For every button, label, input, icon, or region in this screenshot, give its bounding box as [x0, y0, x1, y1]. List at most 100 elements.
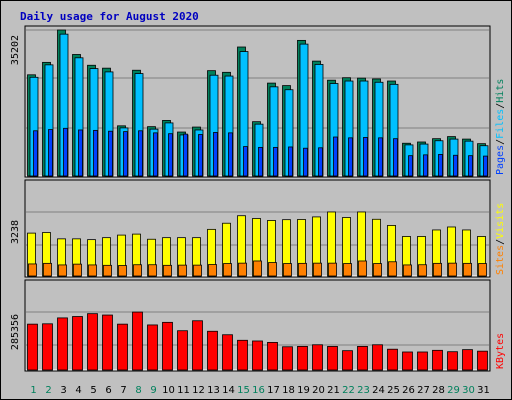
bar-sites-day-14: [223, 263, 232, 277]
day-label-25: 25: [387, 385, 400, 396]
bar-sites-day-24: [373, 263, 382, 277]
bar-kbytes-day-19: [297, 346, 308, 371]
day-label-19: 19: [297, 385, 310, 396]
bar-kbytes-day-1: [27, 323, 38, 371]
max-label-bottom: 285356: [10, 314, 21, 350]
day-label-17: 17: [267, 385, 280, 396]
bar-sites-day-20: [313, 262, 322, 277]
bar-kbytes-day-16: [252, 340, 263, 371]
bar-pages-day-3: [63, 127, 68, 177]
bar-sites-day-10: [163, 264, 172, 277]
day-label-21: 21: [327, 385, 340, 396]
bar-pages-day-18: [288, 146, 293, 177]
bar-kbytes-day-6: [102, 314, 113, 371]
day-label-6: 6: [105, 385, 111, 396]
day-label-22: 22: [342, 385, 355, 396]
bar-pages-day-25: [393, 138, 398, 177]
bar-kbytes-day-13: [207, 330, 218, 371]
bar-kbytes-day-27: [417, 351, 428, 371]
legend-bottom: KBytes: [495, 333, 506, 369]
legend-separator: /: [495, 103, 506, 109]
bar-pages-day-17: [273, 146, 278, 177]
bar-kbytes-day-21: [327, 346, 338, 371]
day-label-3: 3: [60, 385, 66, 396]
legend-entry-visits: Visits: [495, 203, 506, 239]
bar-sites-day-17: [268, 262, 277, 277]
bar-pages-day-26: [408, 155, 413, 177]
bar-sites-day-15: [238, 262, 247, 277]
day-label-28: 28: [432, 385, 445, 396]
legend-entry-files: Files: [495, 109, 506, 139]
day-label-12: 12: [192, 385, 205, 396]
day-label-14: 14: [222, 385, 235, 396]
bar-sites-day-11: [178, 264, 187, 277]
day-label-4: 4: [75, 385, 81, 396]
bar-sites-day-2: [43, 262, 52, 277]
bar-sites-day-5: [88, 264, 97, 277]
bar-sites-day-23: [358, 260, 367, 277]
day-label-16: 16: [252, 385, 265, 396]
day-label-13: 13: [207, 385, 220, 396]
bar-sites-day-1: [28, 263, 37, 277]
bar-pages-day-24: [378, 137, 383, 177]
bar-kbytes-day-15: [237, 339, 248, 371]
day-label-11: 11: [177, 385, 190, 396]
bar-pages-day-31: [483, 155, 488, 177]
max-label-middle: 3238: [10, 220, 21, 244]
bar-sites-day-6: [103, 264, 112, 277]
legend-separator: /: [495, 139, 506, 145]
bar-sites-day-18: [283, 263, 292, 277]
bar-pages-day-23: [363, 137, 368, 177]
bar-pages-day-19: [303, 147, 308, 177]
day-label-2: 2: [45, 385, 51, 396]
day-label-18: 18: [282, 385, 295, 396]
day-label-24: 24: [372, 385, 385, 396]
bar-pages-day-30: [468, 155, 473, 177]
bar-pages-day-11: [183, 133, 188, 177]
bar-kbytes-day-29: [447, 351, 458, 371]
bar-kbytes-day-23: [357, 346, 368, 371]
bar-sites-day-9: [148, 264, 157, 277]
legend-middle: Sites/Visits: [495, 203, 506, 275]
legend-separator: /: [495, 239, 506, 245]
bar-sites-day-7: [118, 265, 127, 277]
day-label-1: 1: [30, 385, 36, 396]
day-label-8: 8: [135, 385, 141, 396]
bar-sites-day-30: [463, 262, 472, 277]
bar-kbytes-day-9: [147, 324, 158, 371]
bar-pages-day-10: [168, 133, 173, 177]
bar-kbytes-day-11: [177, 330, 188, 371]
day-label-31: 31: [477, 385, 490, 396]
bar-pages-day-21: [333, 136, 338, 177]
day-label-9: 9: [150, 385, 156, 396]
legend-entry-kbytes: KBytes: [495, 333, 506, 369]
bar-sites-day-13: [208, 264, 217, 277]
bar-kbytes-day-10: [162, 321, 173, 371]
bar-sites-day-3: [58, 264, 67, 277]
day-label-20: 20: [312, 385, 325, 396]
bar-kbytes-day-18: [282, 346, 293, 371]
day-label-23: 23: [357, 385, 370, 396]
bar-sites-day-16: [253, 260, 262, 277]
bar-pages-day-9: [153, 132, 158, 177]
bar-pages-day-13: [213, 132, 218, 177]
bar-kbytes-day-4: [72, 316, 83, 371]
bar-kbytes-day-28: [432, 349, 443, 371]
bar-sites-day-31: [478, 263, 487, 277]
bar-kbytes-day-25: [387, 348, 398, 371]
bar-pages-day-4: [78, 129, 83, 177]
bar-pages-day-6: [108, 130, 113, 177]
bar-kbytes-day-14: [222, 334, 233, 371]
bar-kbytes-day-5: [87, 313, 98, 371]
bar-kbytes-day-8: [132, 311, 143, 371]
day-label-27: 27: [417, 385, 430, 396]
bar-pages-day-16: [258, 146, 263, 177]
bar-kbytes-day-17: [267, 341, 278, 371]
bar-pages-day-8: [138, 130, 143, 177]
max-label-top: 35202: [10, 35, 21, 65]
legend-top: Pages/Files/Hits: [495, 79, 506, 175]
bar-sites-day-28: [433, 262, 442, 277]
bar-pages-day-20: [318, 147, 323, 177]
bar-kbytes-day-26: [402, 351, 413, 371]
